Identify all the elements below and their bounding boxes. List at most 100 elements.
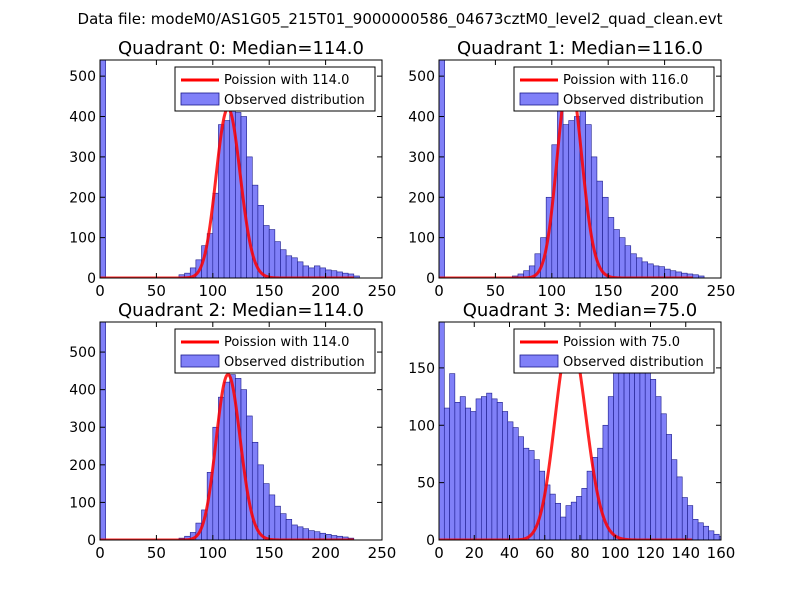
histogram-bar	[602, 196, 609, 278]
histogram-bar	[613, 229, 620, 278]
histogram-bar	[655, 396, 662, 540]
histogram-bar	[100, 322, 106, 540]
y-tick-label: 200	[408, 190, 435, 206]
y-tick-label: 0	[426, 271, 435, 287]
histogram-bar	[459, 396, 466, 540]
plot-area	[100, 322, 355, 540]
histogram-bar	[687, 505, 694, 540]
plot-area	[439, 60, 705, 278]
histogram-bar	[708, 530, 715, 540]
y-tick-label: 300	[408, 150, 435, 166]
histogram-bar	[274, 241, 281, 278]
legend-label-observed: Observed distribution	[224, 93, 365, 108]
x-tick-label: 200	[311, 282, 340, 300]
histogram-bar	[570, 501, 577, 540]
axes-frame	[438, 59, 722, 279]
histogram-bar	[280, 513, 287, 540]
histogram-bar	[586, 470, 593, 540]
histogram-bar	[465, 407, 472, 540]
histogram-bar	[523, 447, 530, 540]
x-tick-label: 20	[465, 544, 484, 562]
histogram-bar	[607, 396, 614, 540]
histogram-bar	[480, 396, 487, 540]
axes-frame	[99, 59, 383, 279]
x-tick-label: 150	[255, 544, 284, 562]
histogram-bar	[291, 257, 298, 278]
x-tick-label: 250	[368, 544, 397, 562]
x-tick-label: 120	[636, 544, 665, 562]
histogram-bar	[660, 413, 667, 540]
histogram-bar	[639, 344, 646, 540]
histogram-bar	[285, 519, 293, 540]
quadrant-1-chart: 0 50 100 150 200 250 0 100 200 300 400 500 Quadrant …	[408, 38, 735, 300]
x-tick-label: 100	[601, 544, 630, 562]
y-tick-label: 200	[69, 458, 96, 474]
histogram-bar	[496, 402, 503, 540]
x-tick-label: 140	[671, 544, 700, 562]
histogram-bar	[314, 265, 321, 278]
legend-label-observed: Observed distribution	[563, 355, 704, 370]
figure-title: Data file: modeM0/AS1G05_215T01_90000005…	[78, 10, 723, 29]
histogram-bar	[439, 60, 445, 278]
histogram-bar	[507, 421, 514, 540]
histogram-bar	[491, 398, 498, 540]
y-tick-label: 500	[408, 69, 435, 85]
legend-bar-swatch	[180, 92, 220, 106]
histogram-bar	[671, 459, 678, 540]
legend-label-poisson: Poission with 75.0	[563, 335, 680, 350]
histogram-bar	[246, 415, 253, 540]
histogram-bar	[223, 381, 231, 540]
histogram-bar	[653, 265, 660, 278]
x-tick-label: 100	[198, 282, 227, 300]
histogram-bar	[623, 350, 630, 540]
x-tick-label: 0	[95, 282, 105, 300]
histogram-bar	[268, 229, 276, 278]
histogram-bar	[681, 497, 688, 540]
y-tick-label: 300	[69, 420, 96, 436]
histogram-bar	[528, 450, 535, 540]
histogram-bar	[562, 124, 570, 278]
legend-label-poisson: Poission with 116.0	[563, 73, 688, 88]
histogram-bar	[454, 402, 461, 540]
x-tick-label: 200	[650, 282, 679, 300]
y-tick-label: 150	[408, 361, 435, 377]
chart-title: Quadrant 1: Median=116.0	[457, 38, 703, 59]
histogram-bar	[613, 367, 620, 540]
y-tick-label: 100	[69, 495, 96, 511]
histogram-bar	[302, 528, 309, 540]
histogram-bar	[630, 253, 637, 278]
histogram-bar	[285, 255, 293, 278]
histogram-bar	[624, 245, 632, 278]
y-tick-label: 0	[87, 271, 96, 287]
x-tick-label: 250	[368, 282, 397, 300]
histogram-bar	[308, 267, 315, 278]
histogram-bar	[634, 356, 641, 540]
legend-label-observed: Observed distribution	[224, 355, 365, 370]
histogram-bar	[443, 407, 450, 540]
histogram-bar	[658, 266, 665, 278]
y-tick-label: 0	[87, 533, 96, 549]
x-tick-label: 0	[95, 544, 105, 562]
histogram-bar	[555, 502, 561, 540]
y-tick-label: 50	[417, 476, 435, 492]
histogram-bar	[268, 494, 276, 540]
histogram-bar	[703, 525, 709, 540]
quadrant-2-chart: 0 50 100 150 200 250 0 100 200 300 400 500 Quadrant …	[69, 300, 396, 562]
x-tick-label: 50	[486, 282, 505, 300]
y-tick-label: 200	[69, 190, 96, 206]
x-tick-label: 150	[255, 282, 284, 300]
histogram-bar	[549, 493, 556, 540]
histogram-bar	[718, 536, 721, 540]
histogram-bar	[692, 519, 699, 540]
y-tick-label: 500	[69, 345, 96, 361]
x-tick-label: 50	[147, 282, 166, 300]
histogram-bar	[246, 156, 253, 278]
histogram-bar	[565, 505, 572, 540]
histogram-bar	[697, 522, 704, 540]
legend-label-poisson: Poission with 114.0	[224, 335, 349, 350]
y-tick-label: 0	[426, 533, 435, 549]
legend-label-poisson: Poission with 114.0	[224, 73, 349, 88]
histogram-bar	[676, 476, 683, 540]
poisson-curve	[100, 372, 354, 540]
